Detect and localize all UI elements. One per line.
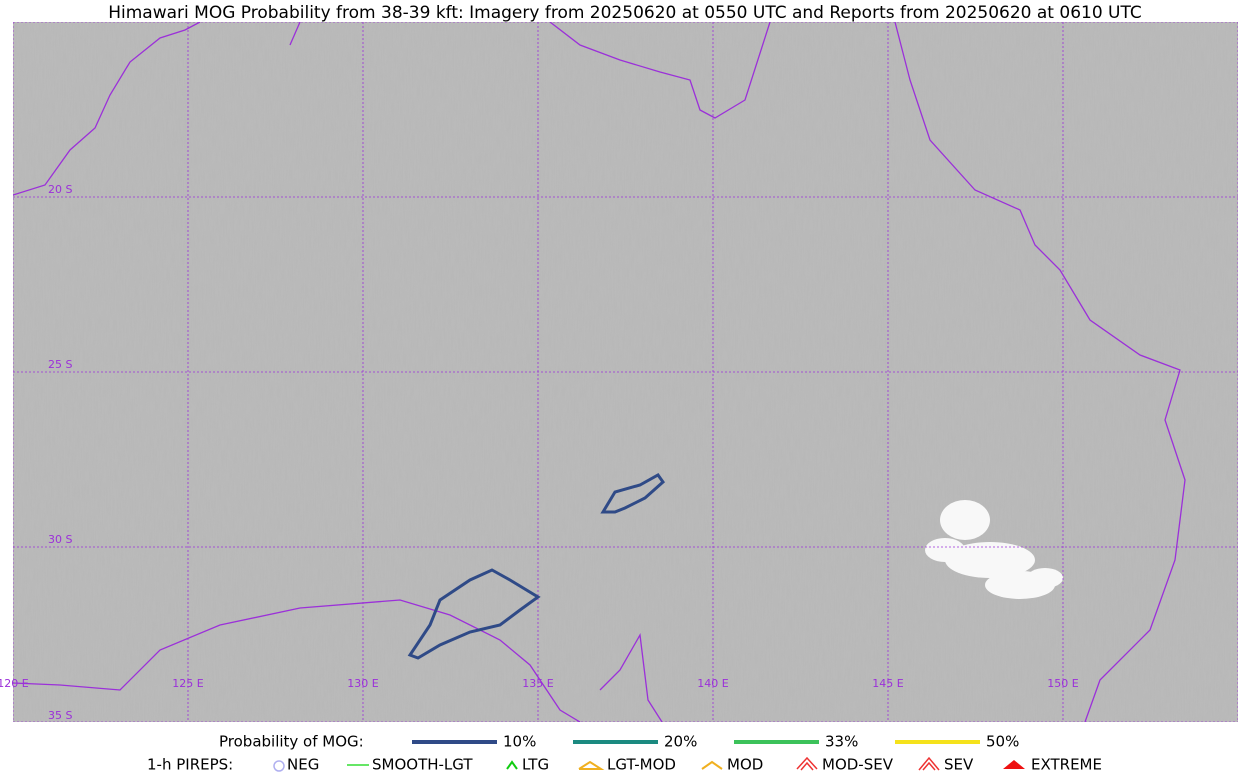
lat-label: 35 S — [48, 709, 72, 722]
pirep-icon — [506, 760, 518, 770]
pirep-legend-label: LGT-MOD — [607, 756, 676, 774]
mog-10-contour — [407, 473, 666, 660]
pirep-icon — [800, 761, 814, 771]
lon-label: 120 E — [0, 677, 29, 690]
pirep-icon — [918, 756, 940, 771]
mog-legend-label: 33% — [825, 733, 858, 751]
mog-legend-label: 20% — [664, 733, 697, 751]
pirep-icon — [922, 761, 936, 771]
lat-label: 30 S — [48, 533, 72, 546]
pirep-legend-label: NEG — [287, 756, 319, 774]
lon-label: 125 E — [172, 677, 203, 690]
pirep-icon — [273, 760, 285, 772]
lon-label: 135 E — [522, 677, 553, 690]
coastline — [13, 22, 1186, 722]
bright-cloud — [925, 500, 1063, 599]
pirep-legend-title: 1-h PIREPS: — [147, 756, 233, 774]
mog-legend-label: 10% — [503, 733, 536, 751]
lat-label: 25 S — [48, 358, 72, 371]
map — [13, 22, 1238, 722]
pirep-legend-label: MOD — [727, 756, 763, 774]
lon-label: 140 E — [697, 677, 728, 690]
mog-legend-title: Probability of MOG: — [219, 733, 364, 751]
lat-label: 20 S — [48, 183, 72, 196]
pirep-legend-label: SEV — [944, 756, 974, 774]
pirep-legend-label: LTG — [522, 756, 549, 774]
pirep-legend-label: MOD-SEV — [822, 756, 894, 774]
mog-legend-label: 50% — [986, 733, 1019, 751]
lon-label: 130 E — [347, 677, 378, 690]
pirep-icon — [578, 760, 605, 770]
pirep-icon — [701, 760, 723, 770]
pirep-legend-label: SMOOTH-LGT — [372, 756, 473, 774]
lon-label: 145 E — [872, 677, 903, 690]
title: Himawari MOG Probability from 38-39 kft:… — [108, 3, 1142, 23]
pirep-icon — [1003, 760, 1025, 769]
lon-label: 150 E — [1047, 677, 1078, 690]
pirep-legend-label: EXTREME — [1031, 756, 1102, 774]
graticule — [13, 22, 1238, 722]
pirep-icon — [796, 756, 818, 770]
